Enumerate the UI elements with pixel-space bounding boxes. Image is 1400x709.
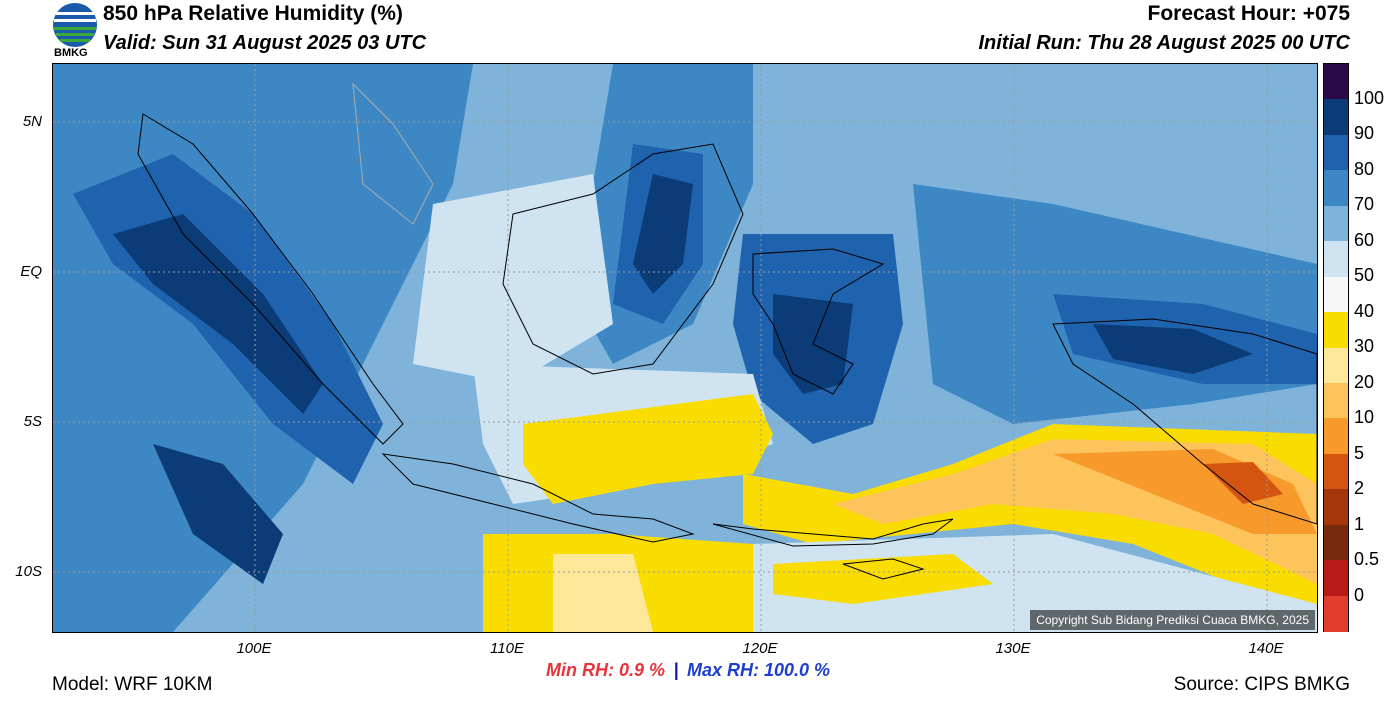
colorbar-swatch [1324, 241, 1348, 278]
lon-label-100e: 100E [236, 640, 272, 657]
colorbar-label: 100 [1354, 88, 1385, 108]
colorbar-swatch [1324, 312, 1348, 348]
rh-stats: Min RH: 0.9 % | Max RH: 100.0 % [546, 660, 830, 681]
colorbar-label: 70 [1354, 194, 1375, 214]
colorbar-swatch [1324, 64, 1348, 100]
colorbar-label: 90 [1354, 123, 1375, 143]
colorbar-label: 2 [1354, 478, 1365, 498]
colorbar-label: 0.5 [1354, 549, 1380, 569]
colorbar-label: 0 [1354, 585, 1365, 605]
colorbar-swatch [1324, 524, 1348, 561]
colorbar-swatch [1324, 595, 1348, 632]
colorbar [1323, 63, 1349, 632]
colorbar-label: 50 [1354, 265, 1375, 285]
bmkg-logo-icon [53, 3, 97, 47]
colorbar-label: 10 [1354, 407, 1375, 427]
map-panel: Copyright Sub Bidang Prediksi Cuaca BMKG… [52, 63, 1318, 633]
lat-label-10s: 10S [15, 563, 42, 580]
model-label: Model: WRF 10KM [52, 674, 213, 695]
min-rh: Min RH: 0.9 % [546, 660, 666, 680]
colorbar-swatch [1324, 134, 1348, 171]
copyright-notice: Copyright Sub Bidang Prediksi Cuaca BMKG… [1030, 610, 1315, 630]
stats-separator: | [673, 660, 679, 680]
logo-text: BMKG [54, 47, 88, 59]
colorbar-swatch [1324, 560, 1348, 597]
colorbar-swatch [1324, 489, 1348, 526]
colorbar-swatch [1324, 170, 1348, 207]
colorbar-label: 40 [1354, 301, 1375, 321]
valid-time: Valid: Sun 31 August 2025 03 UTC [103, 32, 427, 54]
lon-label-120e: 120E [742, 640, 778, 657]
lon-label-140e: 140E [1248, 640, 1284, 657]
colorbar-swatch [1324, 453, 1348, 490]
colorbar-swatch [1324, 382, 1348, 419]
lat-label-5s: 5S [23, 413, 42, 430]
colorbar-swatch [1324, 418, 1348, 455]
colorbar-swatch [1324, 347, 1348, 384]
map-title: 850 hPa Relative Humidity (%) [103, 2, 403, 25]
rh-field-map [53, 64, 1317, 632]
colorbar-label: 80 [1354, 159, 1375, 179]
colorbar-label: 1 [1354, 514, 1365, 534]
bmkg-logo: BMKG [52, 2, 98, 60]
colorbar-label: 5 [1354, 443, 1365, 463]
colorbar-swatch [1324, 205, 1348, 242]
lat-label-eq: EQ [20, 263, 42, 280]
source-label: Source: CIPS BMKG [1173, 674, 1350, 695]
lon-label-110e: 110E [490, 640, 524, 657]
colorbar-label: 20 [1354, 372, 1375, 392]
lon-label-130e: 130E [995, 640, 1031, 657]
initial-run: Initial Run: Thu 28 August 2025 00 UTC [978, 32, 1350, 54]
lat-label-5n: 5N [22, 113, 42, 130]
colorbar-labels: 100 90 80 70 60 50 40 30 20 10 5 2 1 0.5… [1354, 63, 1398, 632]
forecast-hour: Forecast Hour: +075 [1147, 2, 1351, 25]
colorbar-swatch [1324, 276, 1348, 313]
colorbar-label: 30 [1354, 336, 1375, 356]
max-rh: Max RH: 100.0 % [686, 660, 831, 680]
colorbar-swatch [1324, 99, 1348, 136]
colorbar-label: 60 [1354, 230, 1375, 250]
